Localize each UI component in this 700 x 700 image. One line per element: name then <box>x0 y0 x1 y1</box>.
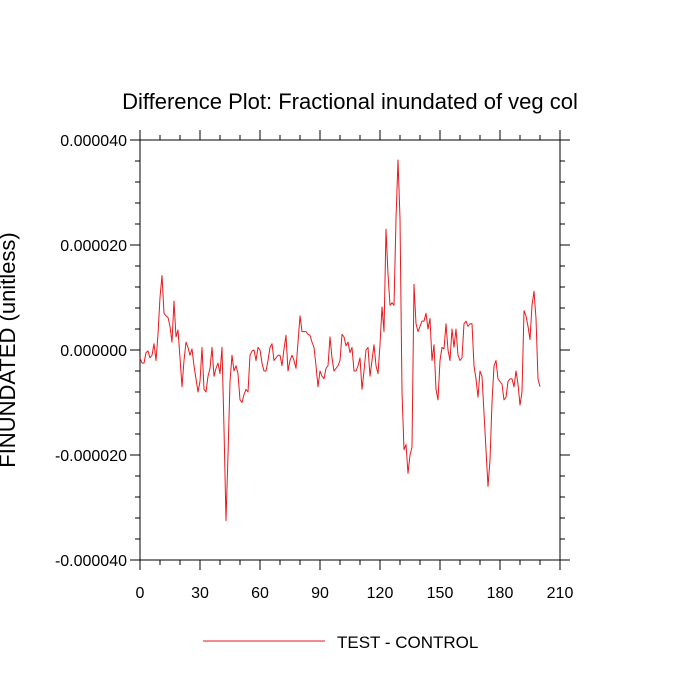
legend: TEST - CONTROL <box>203 633 478 652</box>
y-tick-label: 0.000000 <box>60 343 127 360</box>
y-tick-label: 0.000020 <box>60 238 127 255</box>
legend-label: TEST - CONTROL <box>337 633 478 652</box>
x-tick-label: 30 <box>191 585 209 602</box>
x-tick-label: 60 <box>251 585 269 602</box>
series-line-test-minus-control <box>139 159 541 522</box>
x-tick-label: 210 <box>547 585 574 602</box>
y-axis-title: FINUNDATED (unitless) <box>0 232 20 468</box>
chart-title: Difference Plot: Fractional inundated of… <box>122 89 578 114</box>
x-tick-label: 90 <box>311 585 329 602</box>
x-ticks: 0 30 60 90 120 150 180 210 <box>136 130 574 602</box>
y-tick-label: 0.000040 <box>60 133 127 150</box>
y-tick-label: -0.000020 <box>55 448 127 465</box>
x-tick-label: 120 <box>367 585 394 602</box>
x-tick-label: 0 <box>136 585 145 602</box>
x-tick-label: 180 <box>487 585 514 602</box>
y-ticks: -0.000040 -0.000020 0.000000 0.000020 0.0000… <box>55 133 570 570</box>
series-layer <box>139 159 541 522</box>
x-tick-label: 150 <box>427 585 454 602</box>
y-tick-label: -0.000040 <box>55 553 127 570</box>
